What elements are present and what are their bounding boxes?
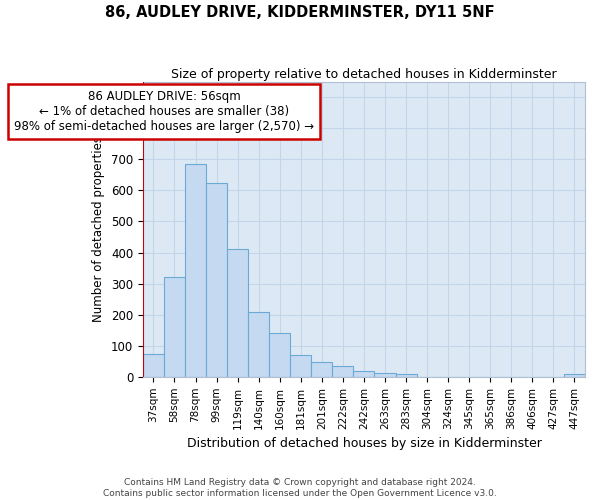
Bar — [395, 374, 416, 377]
Bar — [248, 312, 269, 377]
Y-axis label: Number of detached properties: Number of detached properties — [92, 136, 106, 322]
Title: Size of property relative to detached houses in Kidderminster: Size of property relative to detached ho… — [171, 68, 557, 80]
Bar — [290, 355, 311, 377]
Bar — [311, 362, 332, 377]
Bar — [374, 373, 395, 377]
Bar — [564, 374, 585, 377]
Bar — [164, 278, 185, 377]
Bar — [185, 164, 206, 377]
Bar — [143, 354, 164, 377]
Text: 86, AUDLEY DRIVE, KIDDERMINSTER, DY11 5NF: 86, AUDLEY DRIVE, KIDDERMINSTER, DY11 5N… — [105, 5, 495, 20]
Text: Contains HM Land Registry data © Crown copyright and database right 2024.
Contai: Contains HM Land Registry data © Crown c… — [103, 478, 497, 498]
Bar — [269, 334, 290, 377]
Bar — [332, 366, 353, 377]
X-axis label: Distribution of detached houses by size in Kidderminster: Distribution of detached houses by size … — [187, 437, 541, 450]
Bar — [353, 370, 374, 377]
Text: 86 AUDLEY DRIVE: 56sqm
← 1% of detached houses are smaller (38)
98% of semi-deta: 86 AUDLEY DRIVE: 56sqm ← 1% of detached … — [14, 90, 314, 132]
Bar — [227, 250, 248, 377]
Bar — [206, 182, 227, 377]
